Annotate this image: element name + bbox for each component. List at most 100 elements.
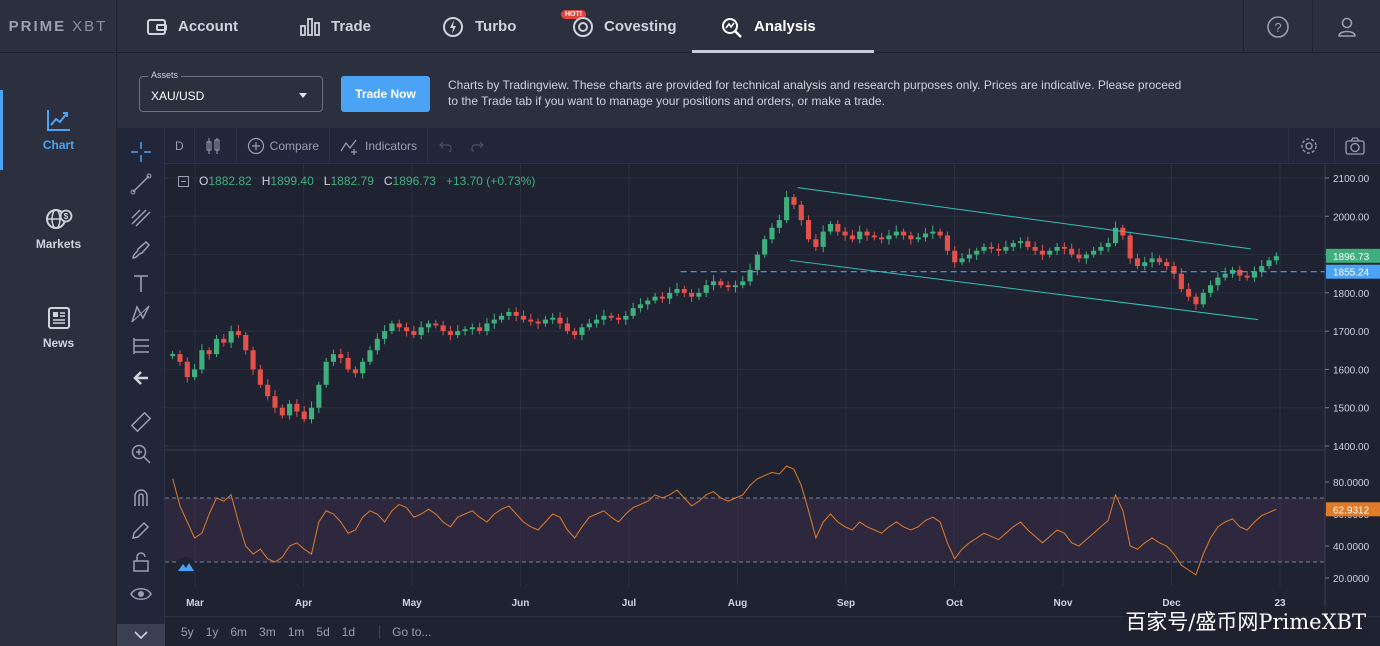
candle-body: [528, 319, 534, 322]
range-1y[interactable]: 1y: [205, 624, 219, 639]
candle-body: [557, 317, 563, 324]
fib-tool[interactable]: [129, 205, 153, 229]
visibility-tool[interactable]: [129, 582, 153, 606]
logo-mark: [178, 563, 194, 571]
asset-select-value: XAU/USD: [151, 89, 205, 103]
pattern-tool[interactable]: [129, 302, 153, 326]
nav-account-label: Account: [178, 18, 238, 35]
candle-body: [1032, 246, 1038, 251]
plus-circle-icon: [247, 137, 264, 154]
nav-analysis[interactable]: Analysis: [692, 0, 874, 53]
compare-button[interactable]: Compare: [237, 127, 331, 164]
zoom-tool[interactable]: [129, 442, 153, 466]
chart-type-button[interactable]: [195, 127, 237, 164]
candle-body: [703, 285, 709, 293]
measure-lines-icon: [133, 338, 149, 354]
range-1m[interactable]: 1m: [287, 624, 305, 639]
price-tick-label: 1400.00: [1333, 442, 1370, 453]
price-chart[interactable]: 2100.002000.001900.001800.001700.001600.…: [165, 164, 1380, 616]
candle-body: [389, 323, 395, 332]
nav-trade[interactable]: Trade: [299, 0, 371, 53]
range-1d[interactable]: 1d: [341, 624, 356, 639]
candle-body: [842, 231, 848, 236]
stay-drawing-tool[interactable]: [129, 518, 153, 542]
compare-label: Compare: [269, 138, 320, 153]
snapshot-button[interactable]: [1335, 128, 1380, 164]
candle-body: [520, 315, 527, 320]
candle-body: [776, 220, 782, 228]
svg-text:$: $: [63, 212, 68, 221]
candle-body: [710, 281, 717, 286]
brush-tool[interactable]: [129, 238, 153, 262]
collapse-legend-icon[interactable]: [178, 176, 189, 187]
candle-body: [411, 331, 417, 335]
candle-body: [652, 296, 658, 301]
indicators-button[interactable]: Indicators: [330, 127, 429, 164]
nav-covesting[interactable]: Covesting: [572, 0, 677, 53]
profile-button[interactable]: [1312, 0, 1380, 53]
candle-body: [630, 308, 636, 316]
candle-body: [1244, 275, 1250, 278]
sidebar-item-label: Chart: [42, 138, 75, 152]
asset-select[interactable]: Assets XAU/USD: [139, 70, 323, 112]
settings-button[interactable]: [1288, 127, 1335, 164]
range-3m[interactable]: 3m: [259, 624, 276, 639]
candle-body: [879, 237, 885, 240]
candle-body: [1208, 285, 1214, 293]
top-nav: PRIME XBT Account Trade Turbo HOT! Covest…: [0, 0, 1380, 53]
ruler-tool[interactable]: [129, 410, 153, 434]
trend-line-tool[interactable]: [129, 172, 153, 196]
candle-body: [974, 250, 980, 255]
rsi-value-label: 62.9312: [1333, 505, 1370, 516]
close-value: 1896.73: [392, 174, 436, 188]
candle-body: [425, 323, 432, 328]
sidebar-item-chart[interactable]: Chart: [0, 90, 117, 170]
expand-toolbar-button[interactable]: [117, 624, 165, 646]
drawing-toolbar: [117, 128, 165, 646]
range-6m[interactable]: 6m: [230, 624, 248, 639]
candle-body: [1222, 273, 1228, 278]
horizontal-line-label: 1855.24: [1333, 268, 1370, 279]
candle-body: [696, 292, 702, 297]
undo-button[interactable]: [428, 128, 469, 164]
candle-body: [754, 254, 760, 270]
unlock-icon: [133, 552, 149, 572]
candle-body: [374, 338, 380, 351]
interval-button[interactable]: D: [165, 127, 195, 164]
goto-button[interactable]: Go to...: [379, 624, 431, 639]
range-5d[interactable]: 5d: [316, 624, 330, 639]
nav-account[interactable]: Account: [146, 0, 238, 53]
candle-body: [689, 292, 695, 297]
candles-icon: [206, 137, 220, 154]
candle-body: [908, 235, 914, 240]
nav-turbo[interactable]: Turbo: [441, 0, 516, 53]
candle-body: [272, 396, 278, 408]
trade-now-button[interactable]: Trade Now: [341, 76, 430, 112]
nav-trade-label: Trade: [331, 18, 372, 35]
candle-body: [1105, 243, 1111, 247]
prediction-tool[interactable]: [129, 334, 153, 358]
help-button[interactable]: ?: [1243, 0, 1311, 53]
magnet-tool[interactable]: [129, 485, 153, 509]
candle-body: [886, 235, 892, 240]
sidebar-item-news[interactable]: News: [0, 288, 117, 368]
sidebar-item-markets[interactable]: $ Markets: [0, 189, 117, 269]
time-tick-label: Aug: [728, 598, 747, 609]
redo-button[interactable]: [469, 128, 500, 164]
lock-tool[interactable]: [129, 550, 153, 574]
text-tool[interactable]: [129, 271, 153, 295]
candle-body: [1017, 241, 1024, 244]
candle-body: [294, 403, 300, 412]
candle-body: [952, 250, 958, 263]
crosshair-tool[interactable]: [129, 140, 153, 164]
back-arrow-button[interactable]: [129, 366, 153, 390]
ruler-icon: [130, 411, 152, 433]
range-5y[interactable]: 5y: [181, 624, 194, 639]
brand-logo[interactable]: PRIME XBT: [0, 0, 117, 53]
candle-body: [228, 331, 234, 343]
candle-body: [477, 327, 483, 332]
low-value: 1882.79: [330, 174, 374, 188]
candle-body: [301, 411, 307, 420]
candle-body: [681, 289, 687, 293]
candle-body: [506, 312, 512, 316]
